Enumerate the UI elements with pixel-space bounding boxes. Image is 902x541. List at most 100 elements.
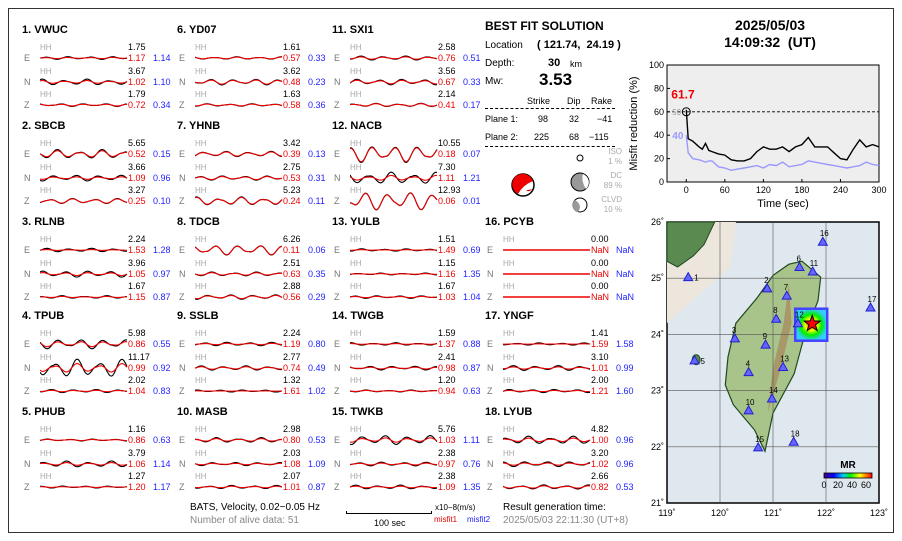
y-tick-label: 20 xyxy=(654,154,664,164)
misfit1-value: 1.02 xyxy=(591,458,609,469)
station-triangle-icon xyxy=(743,366,754,377)
synthetic-waveform xyxy=(195,271,283,276)
peak-amplitude: 0.00 xyxy=(591,234,609,244)
misfit1-value: 0.74 xyxy=(283,362,301,373)
x-axis-label: Time (sec) xyxy=(757,198,809,210)
header-dip: Dip xyxy=(567,96,581,106)
peak-amplitude: 2.88 xyxy=(283,281,301,291)
channel-label: HH xyxy=(40,376,52,385)
x-tick-label: 0 xyxy=(684,185,689,195)
channel-label: HH xyxy=(195,352,207,362)
peak-amplitude: 2.77 xyxy=(283,351,301,362)
station-triangle-icon xyxy=(743,404,754,415)
peak-amplitude: 2.14 xyxy=(438,89,456,99)
misfit2-value: 1.28 xyxy=(153,245,171,255)
misfit2-value: 0.53 xyxy=(308,435,326,445)
misfit1-value: 1.19 xyxy=(283,339,301,349)
component-label: N xyxy=(487,268,494,279)
misfit1-value: 1.03 xyxy=(438,292,456,302)
misfit2-value: 0.15 xyxy=(153,149,171,159)
x-tick-label: 240 xyxy=(833,185,848,195)
component-trace: E HH 0.00 NaN NaN xyxy=(485,234,640,261)
component-label: N xyxy=(334,458,341,469)
misfit1-value: 0.99 xyxy=(128,362,146,373)
component-label: E xyxy=(24,53,31,63)
beachball-icon xyxy=(511,173,535,197)
misfit2-value: 1.14 xyxy=(153,458,171,469)
misfit2-value: 1.17 xyxy=(153,482,171,492)
misfit2-value: 1.60 xyxy=(616,386,634,396)
station-number: 17 xyxy=(868,295,877,304)
component-trace: Z HH 2.66 0.82 0.53 xyxy=(485,471,640,498)
station-triangle-icon xyxy=(761,282,773,293)
component-trace: E HH 4.82 1.00 0.96 xyxy=(485,424,640,451)
component-trace: N HH 3.56 0.67 0.33 xyxy=(332,66,487,93)
peak-amplitude: 1.75 xyxy=(128,42,146,52)
waveform-plot xyxy=(350,102,438,108)
synthetic-waveform xyxy=(40,271,128,276)
peak-amplitude: 0.00 xyxy=(591,281,609,291)
channel-label: HH xyxy=(350,425,362,434)
station-panel: 1. VWUC E HH 1.75 1.17 1.14 N HH 3.67 1.02… xyxy=(22,24,177,127)
waveform-plot xyxy=(503,460,591,467)
waveform-plot xyxy=(195,245,283,256)
component-trace: N HH 3.10 1.01 0.99 xyxy=(485,352,640,379)
clvd-label: CLVD xyxy=(601,195,622,204)
misfit2-value: 0.96 xyxy=(616,435,634,445)
misfit1-value: 0.72 xyxy=(128,100,146,110)
misfit2-value: 0.31 xyxy=(308,172,326,183)
station-number: 13 xyxy=(780,355,789,364)
colorbar-tick: 60 xyxy=(861,480,871,490)
plane2-strike: 225 xyxy=(534,132,550,142)
peak-amplitude: 1.41 xyxy=(591,328,609,338)
channel-label: HH xyxy=(195,448,207,458)
figure-frame xyxy=(8,8,894,533)
station-number: 14 xyxy=(769,386,778,395)
station-number: 6 xyxy=(797,255,802,264)
component-label: E xyxy=(487,245,494,255)
component-trace: E HH 1.41 1.59 1.58 xyxy=(485,328,640,355)
misfit1-value: 1.16 xyxy=(438,268,456,279)
component-label: E xyxy=(334,435,341,445)
plane1-dip: 32 xyxy=(569,114,580,124)
peak-amplitude: 1.51 xyxy=(438,234,456,244)
channel-label: HH xyxy=(40,162,52,172)
colorbar-tick: 0 xyxy=(821,480,826,490)
colorbar-tick: 40 xyxy=(847,480,857,490)
component-trace: N HH 1.15 1.16 1.35 xyxy=(332,258,487,285)
latitude-label: 25˚ xyxy=(651,273,664,283)
synthetic-waveform xyxy=(503,365,591,370)
synthetic-waveform xyxy=(503,461,591,466)
synthetic-waveform xyxy=(40,56,128,60)
component-label: N xyxy=(179,362,186,373)
misfit1-value: NaN xyxy=(591,292,610,302)
peak-amplitude: 2.03 xyxy=(283,447,301,458)
waveform-plot xyxy=(40,438,127,442)
peak-amplitude: 5.98 xyxy=(128,328,146,338)
dc-value: 89 % xyxy=(603,181,622,190)
misfit2-value: 0.34 xyxy=(153,100,171,110)
synthetic-waveform xyxy=(350,437,438,443)
component-label: N xyxy=(179,172,186,183)
component-trace: Z HH 2.07 1.01 0.87 xyxy=(177,471,332,498)
synthetic-waveform xyxy=(195,103,283,107)
waveform-plot xyxy=(40,103,128,107)
observed-waveform xyxy=(40,270,128,278)
plot-area xyxy=(666,64,880,183)
waveform-plot xyxy=(40,270,128,278)
synthetic-waveform xyxy=(350,295,438,299)
component-label: E xyxy=(487,339,494,349)
peak-amplitude: 3.79 xyxy=(128,447,146,458)
component-trace: Z HH 1.67 1.03 1.04 xyxy=(332,281,487,308)
waveform-plot xyxy=(350,365,437,370)
station-panel: 15. TWKB E HH 5.76 1.03 1.11 N HH 2.38 0.9… xyxy=(332,406,487,509)
misfit1-value: 1.03 xyxy=(438,435,456,445)
station-title: 3. RLNB xyxy=(22,216,65,228)
peak-amplitude: 3.27 xyxy=(128,185,146,195)
peak-amplitude: 3.42 xyxy=(283,138,301,148)
peak-amplitude: 0.00 xyxy=(591,257,609,268)
peak-amplitude: 1.61 xyxy=(283,42,301,52)
component-trace: E HH 5.76 1.03 1.11 xyxy=(332,424,487,451)
component-label: Z xyxy=(334,482,340,492)
